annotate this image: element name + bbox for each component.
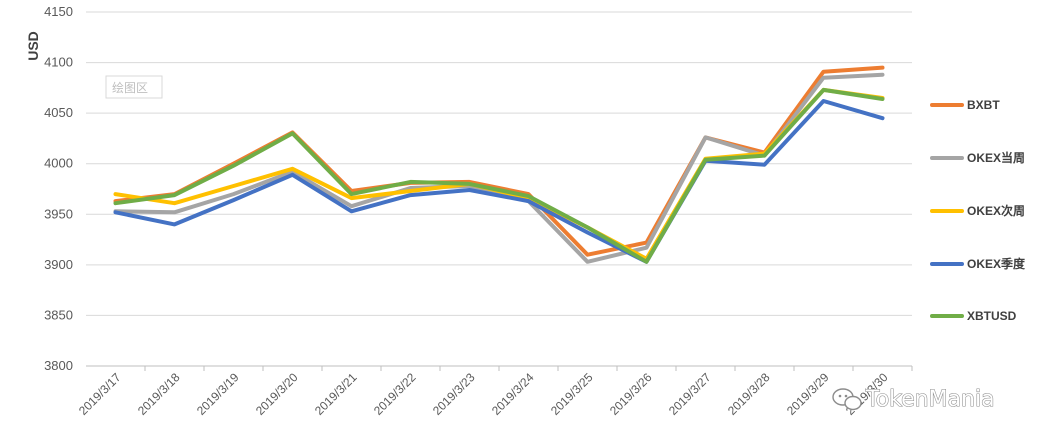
x-tick-label: 2019/3/19 [194, 370, 242, 418]
y-tick-label: 4050 [44, 105, 73, 120]
y-tick-label: 3850 [44, 307, 73, 322]
plot-area-tooltip: 绘图区 [105, 75, 163, 99]
y-axis-title: USD [25, 31, 41, 61]
x-tick-label: 2019/3/18 [135, 370, 183, 418]
x-tick-label: 2019/3/29 [784, 370, 832, 418]
series-line [113, 87, 885, 264]
grid-lines [86, 11, 912, 367]
legend-entry: OKEX当周 [967, 150, 1025, 165]
x-tick-label: 2019/3/28 [725, 370, 773, 418]
x-tick-label: 2019/3/17 [76, 370, 124, 418]
brand-watermark: TokenMania [832, 386, 995, 413]
legend-entry: OKEX季度 [967, 256, 1026, 271]
legend-entry: OKEX次周 [967, 203, 1025, 218]
brand-name: TokenMania [865, 387, 995, 412]
legend-entry: XBTUSD [967, 309, 1017, 323]
x-tick-label: 2019/3/24 [489, 370, 537, 418]
x-axis-ticks: 2019/3/17 2019/3/18 2019/3/19 2019/3/20 2019… [76, 366, 913, 418]
x-tick-label: 2019/3/23 [430, 370, 478, 418]
y-tick-label: 4000 [44, 156, 73, 171]
legend: BXBT OKEX当周 OKEX次周 OKEX季度 XBTUSD [930, 98, 1026, 323]
series-line [113, 87, 885, 261]
y-axis-ticks: 3800 3850 3900 3950 4000 4050 4100 4150 [44, 4, 73, 373]
x-tick-label: 2019/3/22 [371, 370, 419, 418]
wechat-icon [832, 388, 862, 411]
y-tick-label: 3950 [44, 206, 73, 221]
series-line [113, 99, 885, 264]
y-tick-label: 3900 [44, 257, 73, 272]
x-tick-label: 2019/3/27 [666, 370, 714, 418]
plot-area-label: 绘图区 [112, 80, 148, 95]
legend-entry: BXBT [967, 98, 1000, 112]
x-tick-label: 2019/3/21 [312, 370, 360, 418]
x-tick-label: 2019/3/20 [253, 370, 301, 418]
y-tick-label: 4100 [44, 55, 73, 70]
x-tick-label: 2019/3/26 [607, 370, 655, 418]
y-tick-label: 4150 [44, 4, 73, 19]
x-tick-label: 2019/3/25 [548, 370, 596, 418]
y-tick-label: 3800 [44, 358, 73, 373]
series-lines [113, 65, 885, 264]
